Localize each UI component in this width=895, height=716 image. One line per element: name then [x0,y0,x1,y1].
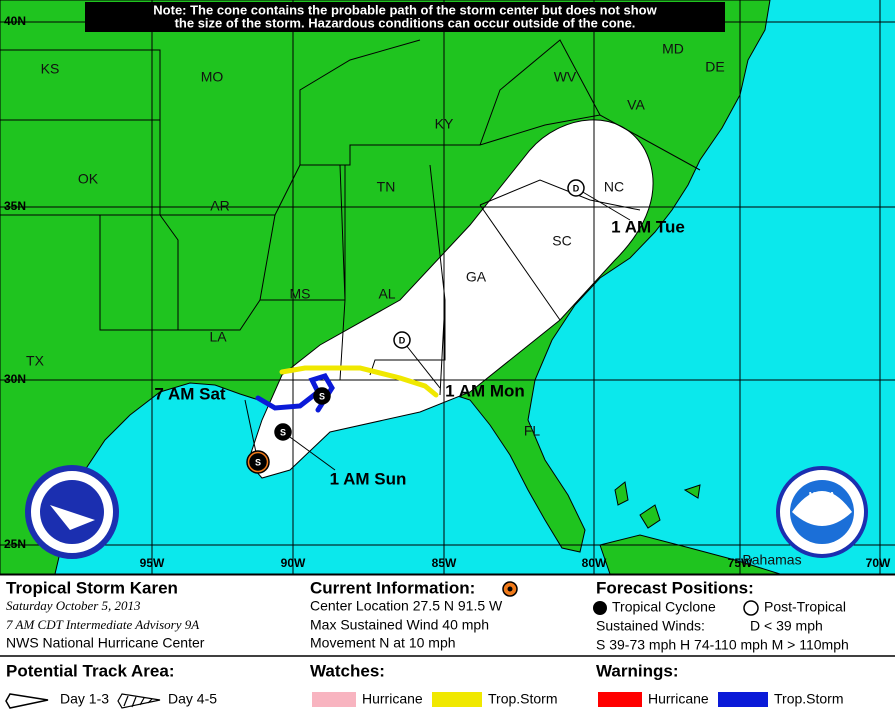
state-label: LA [209,329,227,345]
hurricane-warning-label: Hurricane [648,691,709,707]
tropical-label: Tropical Cyclone [612,599,716,615]
hurricane-watch-swatch [312,692,356,707]
storm-warning-label: Trop.Storm [774,691,844,707]
legend: Tropical Storm Karen Saturday October 5,… [0,573,895,716]
day13-icon [5,693,49,709]
storm-watch [279,365,439,398]
lat-label: 30N [4,372,26,386]
movement: Movement N at 10 mph [310,635,456,651]
note-box [85,2,725,32]
forecast-point [249,453,267,471]
forecast-time: 1 AM Tue [611,217,685,236]
grid-labels: 40N 35N 30N 25N 95W 90W 85W 80W 75W 70W [4,14,891,570]
forecast-marker: S [319,391,325,401]
nws-logo [25,465,119,559]
forecast-title: Forecast Positions: [596,578,754,597]
state-label: OK [78,171,99,187]
forecast-point [313,387,331,405]
winds-d: D < 39 mph [750,618,823,634]
lon-label: 80W [582,556,607,570]
cone [247,119,654,479]
tropical-icon [593,601,607,615]
track-area-title: Potential Track Area: [6,661,175,680]
state-label: FL [524,423,541,439]
hurricane-watch-label: Hurricane [362,691,423,707]
state-label: AL [378,286,395,302]
forecast-marker: S [280,427,286,437]
storm-warning-swatch [718,692,768,707]
state-label: NC [604,179,624,195]
state-borders [0,39,701,396]
post-icon [743,600,759,616]
note-line: Note: The cone contains the probable pat… [153,2,657,17]
state-label: WV [554,69,577,85]
forecast-time: 1 AM Mon [445,381,525,400]
storm-date: Saturday October 5, 2013 [6,598,141,613]
watches-title: Watches: [310,661,385,680]
warnings-title: Warnings: [596,661,678,680]
state-label: AR [210,198,229,214]
state-label: MS [290,286,311,302]
lon-label: 85W [432,556,457,570]
note-line: the size of the storm. Hazardous conditi… [175,15,636,30]
track-labels: 7 AM Sat 1 AM Sun 1 AM Mon 1 AM Tue [154,217,684,488]
storm-name: Tropical Storm Karen [6,578,178,597]
storm-watch-swatch [432,692,482,707]
winds-title: Sustained Winds: [596,618,705,634]
hurricane-warning-swatch [598,692,642,707]
noaa-logo: NOAA [776,466,868,558]
map: 40N 35N 30N 25N 95W 90W 85W 80W 75W 70W … [0,0,895,575]
lat-label: 40N [4,14,26,28]
state-label: VA [627,97,645,113]
lon-label: 75W [728,556,753,570]
forecast-point [393,331,411,349]
forecast-marker: D [399,335,406,345]
lon-label: 70W [866,556,891,570]
forecast-point [567,179,585,197]
state-label: SC [552,233,571,249]
center-location: Center Location 27.5 N 91.5 W [310,598,503,614]
storm-watch-label: Trop.Storm [488,691,558,707]
advisory: 7 AM CDT Intermediate Advisory 9A [6,617,199,632]
bahamas-islands [614,481,701,529]
state-label: TX [26,353,45,369]
forecast-time: 7 AM Sat [154,384,226,403]
lat-label: 35N [4,199,26,213]
lon-label: 95W [140,556,165,570]
max-wind: Max Sustained Wind 40 mph [310,617,489,633]
lon-label: 90W [281,556,306,570]
state-label: DE [705,59,724,75]
current-title: Current Information: [310,578,475,597]
forecast-point [274,423,292,441]
forecast-marker: D [573,183,580,193]
forecast-time: 1 AM Sun [330,469,407,488]
state-label: MD [662,41,684,57]
day13-label: Day 1-3 [60,691,109,707]
state-label: MO [201,69,224,85]
warnings-coast [255,365,439,413]
winds-scale: S 39-73 mph H 74-110 mph M > 110mph [596,637,849,653]
lat-label: 25N [4,537,26,551]
track-markers: S S S D D [246,179,585,474]
state-label: KS [41,61,60,77]
day45-label: Day 4-5 [168,691,217,707]
state-label: KY [435,116,454,132]
state-labels: KS MO KY WV MD DE VA OK AR TN NC SC GA AL MS LA TX FL [26,41,725,439]
post-label: Post-Tropical [764,599,846,615]
issuer: NWS National Hurricane Center [6,635,205,651]
svg-text:NOAA: NOAA [809,490,836,500]
forecast-marker: S [255,457,261,467]
state-label: GA [466,269,487,285]
place-label: Bahamas [742,552,801,568]
day45-icon [117,693,161,709]
state-label: TN [377,179,396,195]
storm-warning [255,373,335,413]
